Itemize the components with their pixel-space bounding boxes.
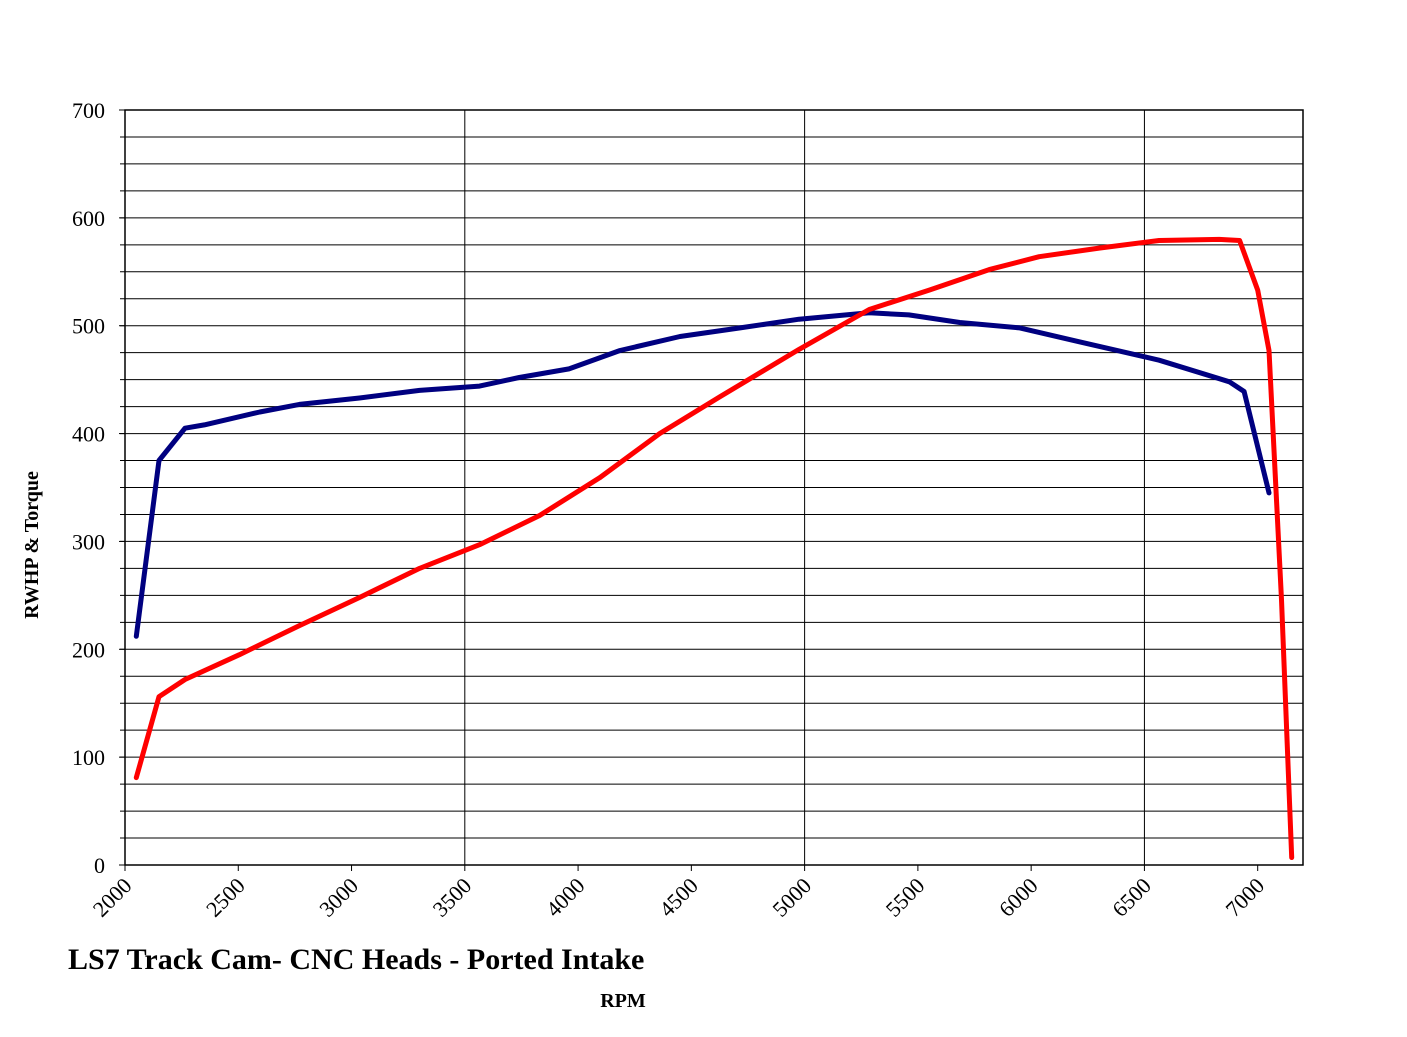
x-axis-label: RPM [600,990,646,1012]
x-tick-label: 4500 [654,873,703,922]
y-tick-label: 700 [72,98,105,123]
line-series [133,310,1272,639]
y-tick-label: 0 [94,853,105,878]
x-tick-label: 7000 [1220,873,1269,922]
x-tick-label: 2500 [201,873,250,922]
y-tick-label: 500 [72,314,105,339]
y-tick-label: 300 [72,529,105,554]
x-tick-label: 4000 [541,873,590,922]
y-tick-label: 100 [72,745,105,770]
y-tick-label: 200 [72,637,105,662]
line-series [133,236,1295,860]
chart-title: LS7 Track Cam- CNC Heads - Ported Intake [68,943,644,976]
y-tick-label: 400 [72,422,105,447]
x-tick-label: 3000 [314,873,363,922]
x-tick-label: 6000 [994,873,1043,922]
y-axis-label: RWHP & Torque [21,471,43,619]
x-tick-label: 5500 [881,873,930,922]
plot-frame [124,109,1304,866]
x-tick-label: 2000 [88,873,137,922]
x-tick-label: 6500 [1107,873,1156,922]
y-tick-label: 600 [72,206,105,231]
x-tick-label: 5000 [767,873,816,922]
x-tick-label: 3500 [428,873,477,922]
